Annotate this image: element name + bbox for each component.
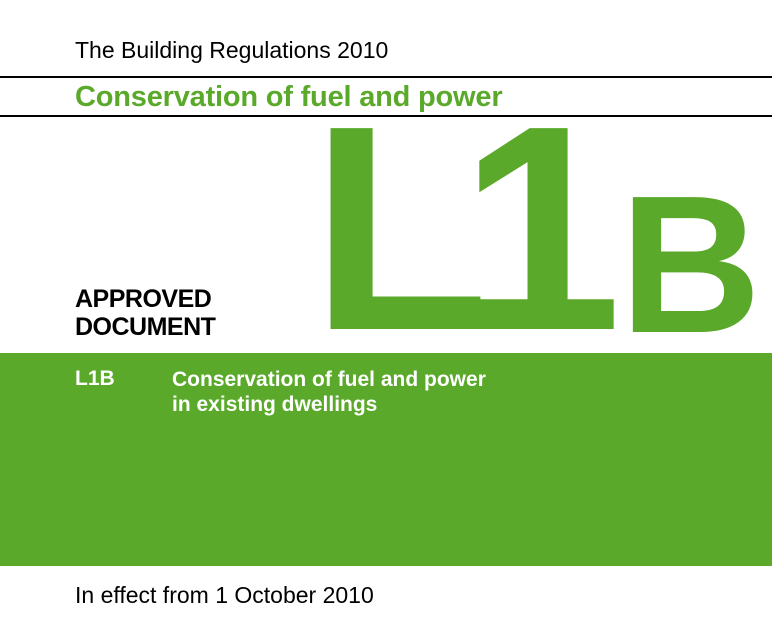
approved-label-line2: DOCUMENT (75, 313, 216, 341)
band-title-line1: Conservation of fuel and power (172, 368, 486, 391)
band-title-line2: in existing dwellings (172, 393, 378, 416)
subtitle-band: L1B Conservation of fuel and power in ex… (0, 353, 772, 566)
approved-label-line1: APPROVED (75, 285, 212, 313)
document-code-large: L1 B (311, 65, 762, 391)
document-code-suffix: B (619, 154, 762, 374)
title-divider (0, 115, 772, 117)
document-title: Conservation of fuel and power (75, 81, 503, 113)
document-code-main: L1 (311, 65, 622, 391)
band-document-code: L1B (75, 367, 115, 390)
top-divider (0, 76, 772, 78)
regulations-title: The Building Regulations 2010 (75, 37, 389, 63)
approved-document-label: APPROVED DOCUMENT (75, 285, 216, 341)
band-document-title: Conservation of fuel and power in existi… (172, 367, 486, 417)
effective-date: In effect from 1 October 2010 (75, 582, 374, 608)
